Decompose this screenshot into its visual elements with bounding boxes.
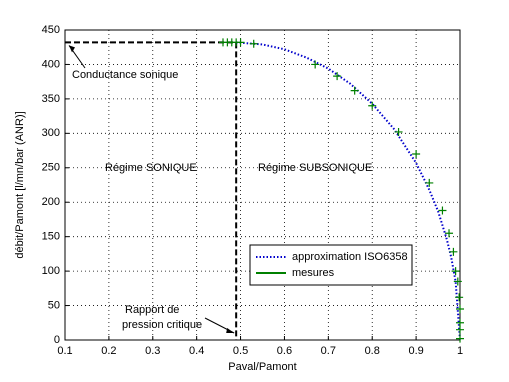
annotation: pression critique	[122, 319, 202, 331]
marker	[438, 206, 447, 215]
marker	[311, 60, 320, 69]
marker	[456, 325, 464, 334]
y-tick-label: 100	[42, 265, 60, 277]
marker	[249, 39, 258, 48]
legend-label: mesures	[292, 267, 335, 279]
y-axis-label: débit/Pamont [l/mn/bar (ANR)]	[14, 111, 26, 258]
y-tick-label: 450	[42, 24, 60, 36]
y-tick-label: 0	[54, 334, 60, 346]
x-tick-label: 0.8	[365, 345, 380, 357]
marker	[451, 267, 460, 276]
marker	[445, 229, 454, 238]
x-tick-label: 0.5	[233, 345, 248, 357]
arrow-head	[226, 328, 235, 333]
x-tick-label: 0.7	[321, 345, 336, 357]
annotation: Régime SUBSONIQUE	[258, 162, 372, 174]
y-tick-label: 300	[42, 127, 60, 139]
marker	[350, 86, 359, 95]
marker	[236, 38, 245, 47]
marker	[456, 334, 464, 343]
marker	[333, 72, 342, 81]
x-tick-label: 0.9	[408, 345, 423, 357]
annotation: Rapport de	[125, 304, 179, 316]
marker	[394, 127, 403, 136]
marker	[456, 318, 464, 327]
x-tick-label: 0.3	[145, 345, 160, 357]
marker	[425, 178, 434, 187]
x-tick-label: 1	[457, 345, 463, 357]
marker	[453, 277, 462, 286]
x-axis-label: Paval/Pamont	[228, 361, 296, 373]
annotation: Conductance sonique	[72, 69, 178, 81]
marker	[368, 101, 377, 110]
marker	[456, 305, 464, 313]
y-tick-label: 400	[42, 58, 60, 70]
y-tick-label: 250	[42, 162, 60, 174]
plot-area	[64, 29, 461, 341]
marker	[449, 247, 458, 256]
legend	[249, 244, 413, 286]
arrow-head	[69, 45, 75, 53]
y-tick-label: 150	[42, 231, 60, 243]
annotation: Régime SONIQUE	[105, 162, 197, 174]
x-tick-label: 0.1	[57, 345, 72, 357]
x-tick-label: 0.4	[189, 345, 204, 357]
marker	[412, 150, 421, 158]
y-tick-label: 350	[42, 93, 60, 105]
x-tick-label: 0.6	[277, 345, 292, 357]
marker	[455, 293, 464, 302]
y-tick-label: 200	[42, 196, 60, 208]
x-tick-label: 0.2	[101, 345, 116, 357]
legend-label: approximation ISO6358	[292, 251, 408, 263]
y-tick-label: 50	[48, 299, 60, 311]
